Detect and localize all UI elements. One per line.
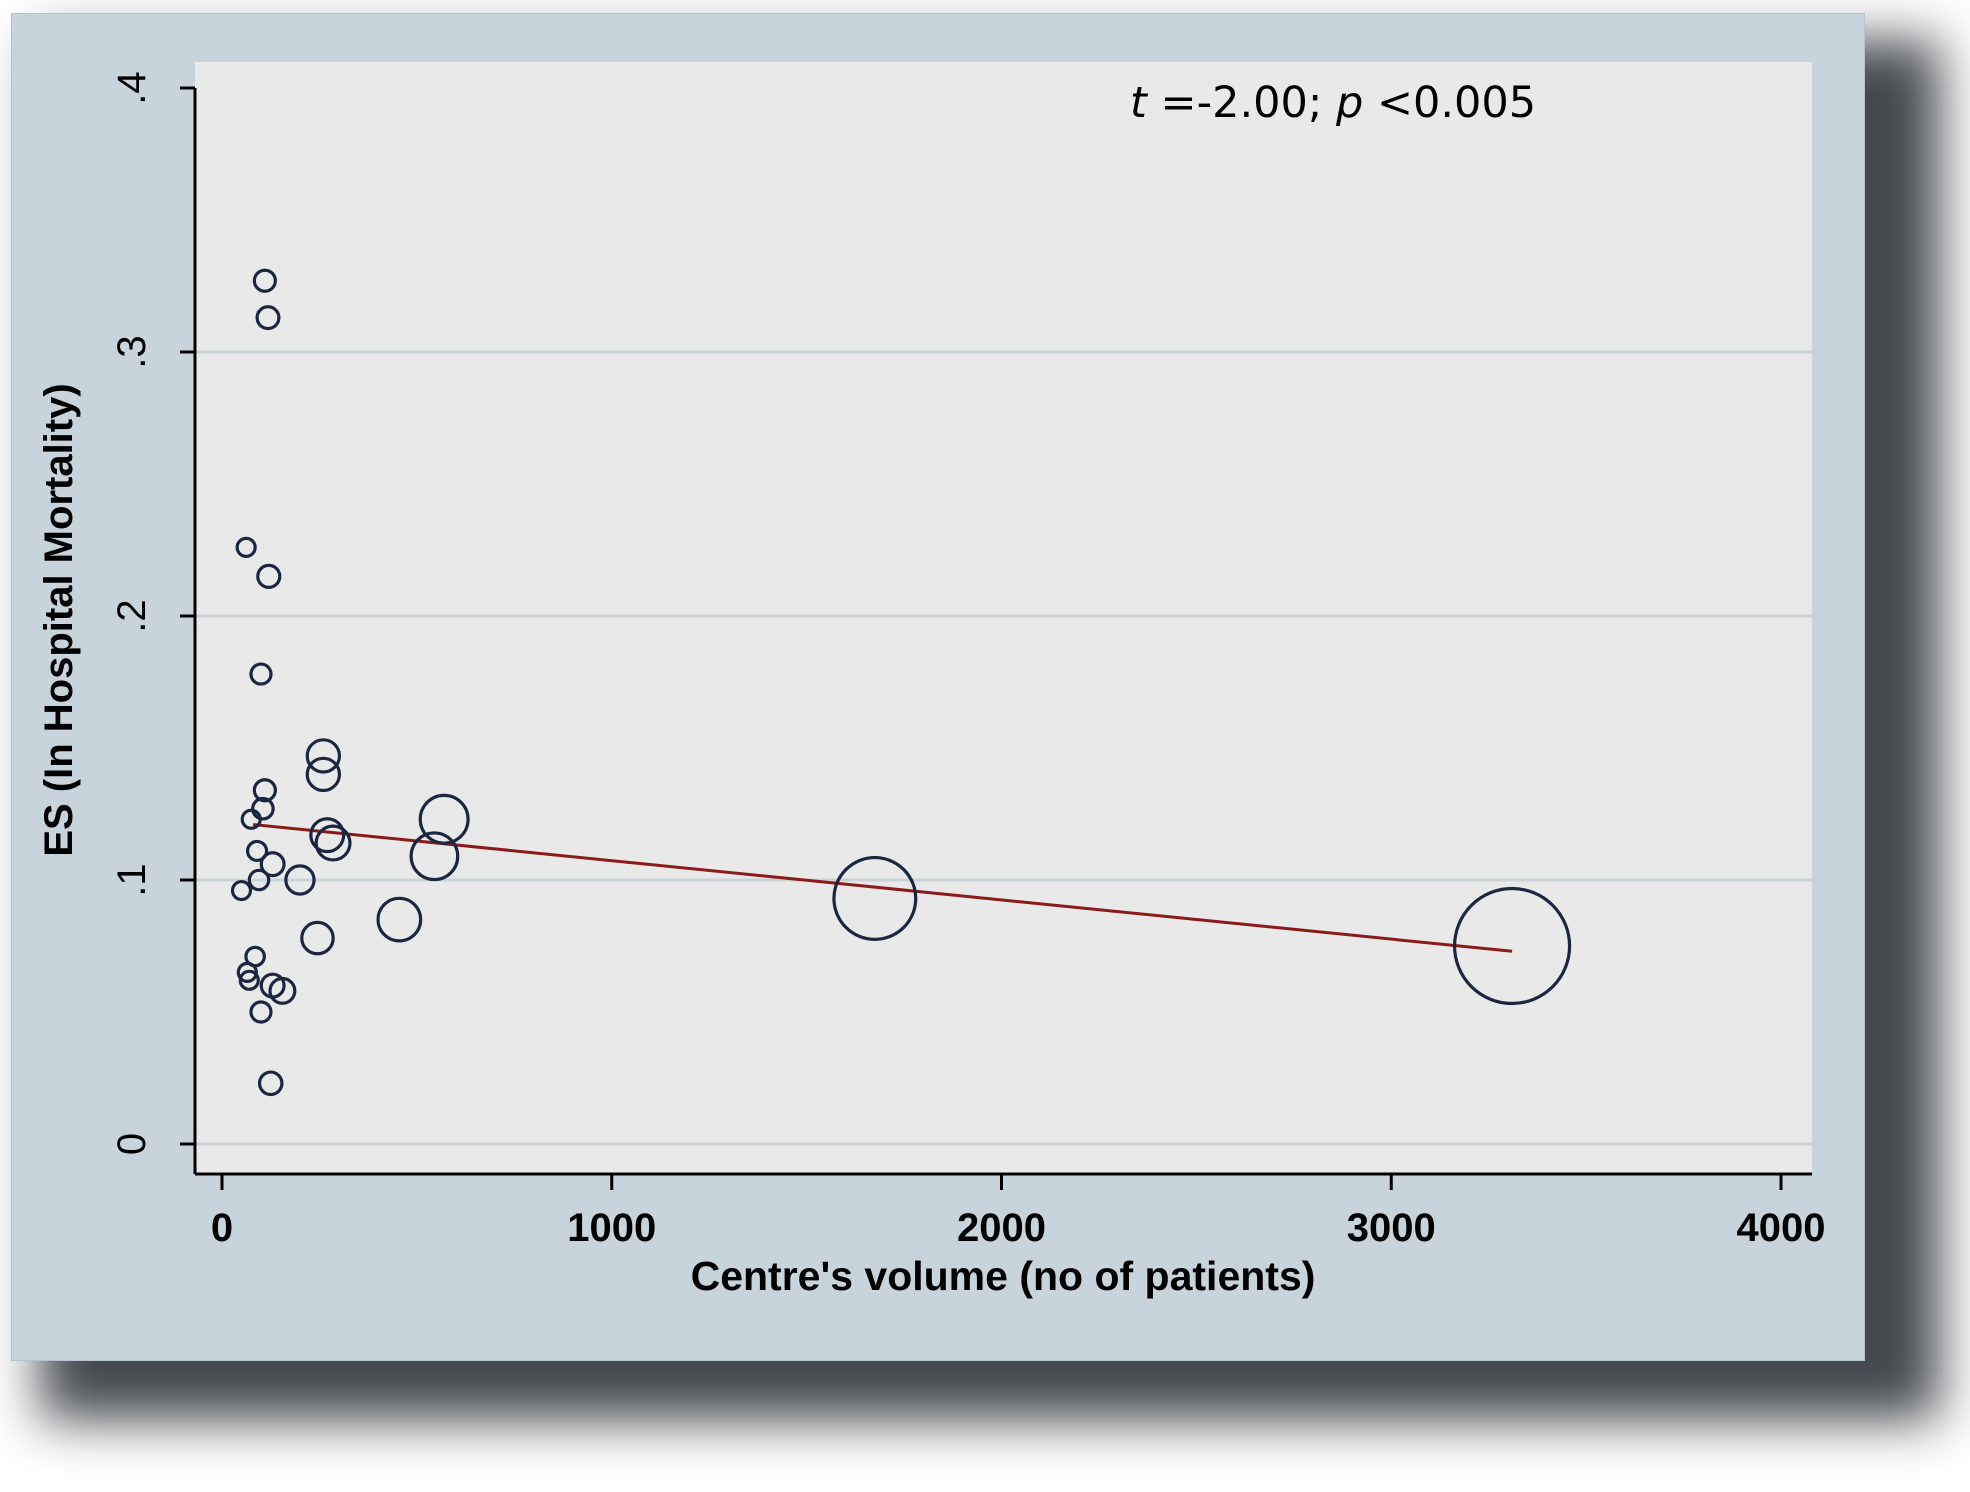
y-tick-label-1: .1	[110, 863, 154, 896]
data-point-10	[418, 793, 470, 845]
data-point-7	[252, 778, 277, 803]
data-point-16	[247, 868, 271, 892]
y-tick-label-4: .4	[110, 71, 154, 104]
data-point-12	[314, 824, 352, 862]
data-points	[230, 268, 1572, 1097]
data-point-4	[249, 662, 273, 686]
x-axis-title: Centre's volume (no of patients)	[691, 1253, 1316, 1299]
y-tick-label-0: 0	[110, 1133, 154, 1155]
stat-annotation: t =-2.00; p <0.005	[1130, 78, 1536, 128]
data-point-1	[255, 305, 281, 331]
y-tick-label-2: .2	[110, 599, 154, 632]
data-point-25	[238, 969, 260, 991]
data-point-9	[240, 808, 262, 830]
data-point-5	[305, 738, 342, 774]
plot-area	[195, 62, 1812, 1174]
data-point-15	[259, 851, 286, 878]
p-value: <0.005	[1363, 78, 1536, 128]
y-axis-title: ES (In Hospital Mortality)	[37, 383, 81, 856]
t-symbol: t	[1130, 78, 1149, 128]
x-tick-label-2: 2000	[957, 1206, 1046, 1250]
data-point-22	[1452, 886, 1572, 1006]
x-tick-label-4: 4000	[1737, 1206, 1826, 1250]
data-point-24	[236, 961, 258, 984]
gridlines	[195, 350, 1812, 1146]
data-point-11	[309, 817, 346, 854]
data-point-3	[256, 563, 282, 590]
data-point-29	[257, 1070, 284, 1097]
x-tick-label-1: 1000	[567, 1206, 656, 1250]
data-point-28	[249, 1000, 273, 1024]
data-point-2	[235, 536, 257, 558]
x-axis-ticks: 0 1000 2000 3000 4000	[211, 1174, 1826, 1250]
data-point-27	[268, 976, 297, 1005]
data-point-13	[245, 839, 269, 863]
y-tick-label-3: .3	[110, 335, 154, 368]
data-point-21	[300, 920, 335, 956]
data-point-19	[832, 855, 918, 941]
data-point-20	[376, 896, 423, 943]
data-point-17	[284, 864, 316, 896]
fit-line-group	[253, 823, 1513, 953]
t-value: =-2.00;	[1147, 78, 1336, 128]
data-point-6	[305, 756, 342, 793]
x-tick-label-3: 3000	[1347, 1206, 1436, 1250]
y-axis-ticks: 0 .1 .2 .3 .4	[110, 71, 195, 1155]
data-point-0	[252, 268, 277, 293]
data-point-14	[409, 831, 460, 882]
p-symbol: p	[1335, 78, 1363, 128]
data-point-18	[230, 879, 253, 902]
regression-fit-line	[253, 823, 1513, 953]
data-point-8	[251, 796, 275, 821]
x-tick-label-0: 0	[211, 1206, 233, 1250]
